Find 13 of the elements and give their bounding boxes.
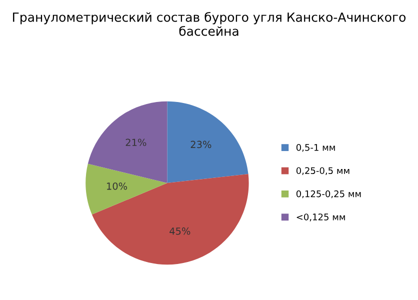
- pie-slice: [86, 164, 168, 215]
- data-label: 10%: [107, 182, 128, 190]
- chart-title: Гранулометрический состав бурого угля Канско-Ачинского бассейна: [13, 12, 406, 36]
- data-label: 45%: [170, 227, 190, 235]
- data-label: 23%: [190, 140, 212, 148]
- legend-label: 0,125-0,25 мм: [296, 190, 361, 198]
- legend-label: <0,125 мм: [296, 214, 345, 222]
- data-label: 21%: [126, 138, 146, 146]
- legend-label: 0,25-0,5 мм: [296, 167, 350, 175]
- pie-slice: [88, 101, 168, 183]
- legend-label: 0,5-1 мм: [296, 144, 335, 152]
- pie-slice: [167, 101, 248, 183]
- pie-slice: [92, 174, 249, 265]
